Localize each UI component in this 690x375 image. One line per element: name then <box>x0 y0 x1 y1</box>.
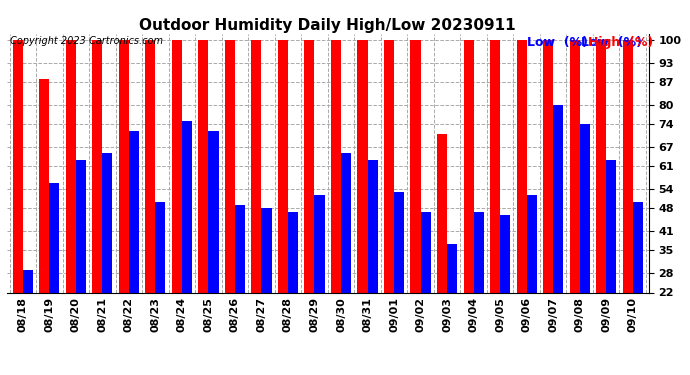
Bar <box>526 195 537 364</box>
Bar <box>198 40 208 364</box>
Bar <box>580 124 590 364</box>
Bar <box>66 40 76 364</box>
Bar <box>633 202 643 364</box>
Text: Low  (%): Low (%) <box>581 36 642 50</box>
Bar <box>447 244 457 364</box>
Bar <box>92 40 102 364</box>
Bar <box>235 205 245 364</box>
Bar <box>437 134 447 364</box>
Bar <box>315 195 324 364</box>
Title: Outdoor Humidity Daily High/Low 20230911: Outdoor Humidity Daily High/Low 20230911 <box>139 18 516 33</box>
Bar <box>23 270 33 364</box>
Bar <box>288 211 298 364</box>
Bar <box>607 160 616 364</box>
Text: Copyright 2023 Cartronics.com: Copyright 2023 Cartronics.com <box>10 36 163 46</box>
Bar <box>411 40 421 364</box>
Bar <box>473 211 484 364</box>
Bar <box>331 40 341 364</box>
Bar <box>129 131 139 364</box>
Bar <box>225 40 235 364</box>
Text: Low  (%): Low (%) <box>526 36 588 50</box>
Bar <box>119 40 129 364</box>
Bar <box>146 40 155 364</box>
Bar <box>553 105 563 364</box>
Bar <box>357 40 368 364</box>
Bar <box>208 131 219 364</box>
Bar <box>394 192 404 364</box>
Bar <box>49 183 59 364</box>
Bar <box>76 160 86 364</box>
Bar <box>251 40 262 364</box>
Bar <box>384 40 394 364</box>
Bar <box>517 40 526 364</box>
Bar <box>39 79 49 364</box>
Bar <box>341 153 351 364</box>
Bar <box>622 40 633 364</box>
Bar <box>569 40 580 364</box>
Bar <box>500 215 510 364</box>
Bar <box>421 211 431 364</box>
Text: High  (%): High (%) <box>588 36 653 50</box>
Bar <box>368 160 377 364</box>
Bar <box>172 40 182 364</box>
Bar <box>304 40 315 364</box>
Bar <box>262 209 272 364</box>
Bar <box>102 153 112 364</box>
Bar <box>543 40 553 364</box>
Bar <box>278 40 288 364</box>
Bar <box>182 121 192 364</box>
Bar <box>490 40 500 364</box>
Bar <box>12 40 23 364</box>
Bar <box>155 202 166 364</box>
Bar <box>464 40 473 364</box>
Bar <box>596 40 607 364</box>
